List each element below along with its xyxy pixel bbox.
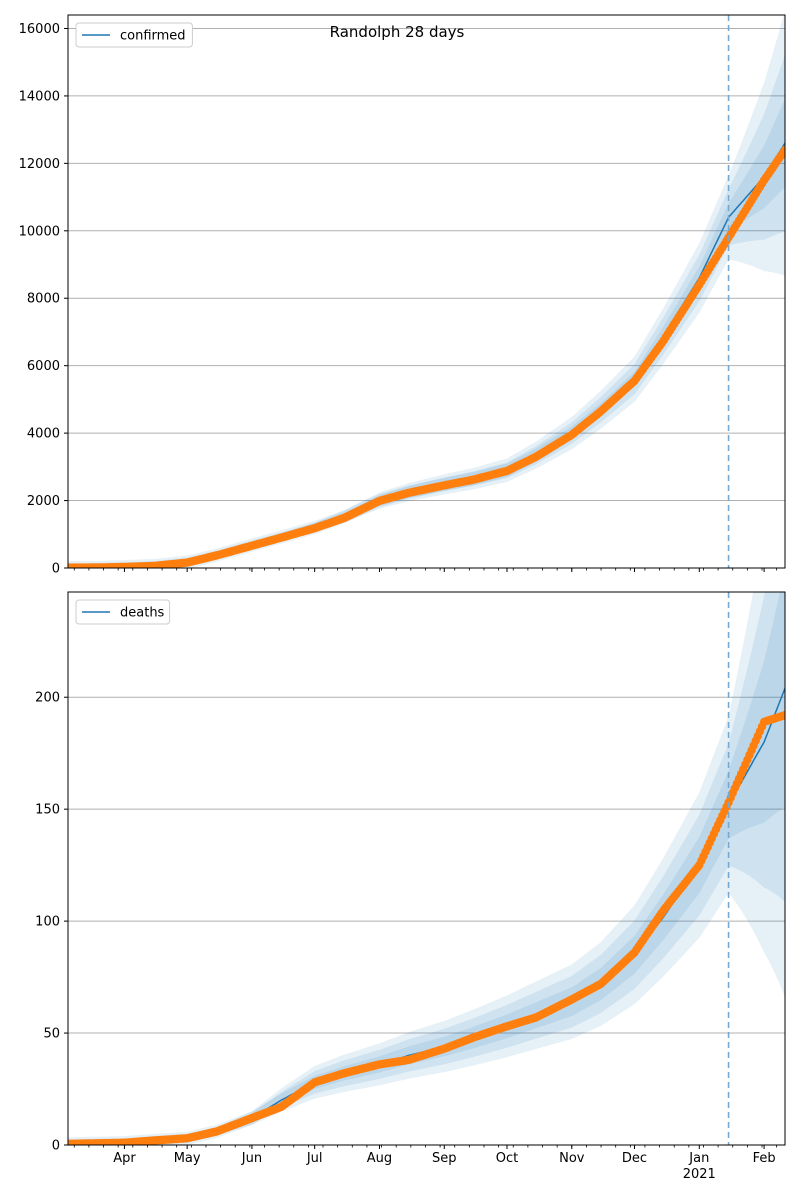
confirmed-y-tick-label: 14000 (19, 89, 60, 104)
deaths-x-tick-label: Dec (622, 1151, 647, 1166)
deaths-y-tick-label: 100 (35, 915, 60, 930)
deaths-x-tick-label: Apr (113, 1151, 136, 1166)
confirmed-y-tick-label: 8000 (27, 292, 60, 307)
confirmed-y-tick-label: 0 (52, 562, 60, 577)
confirmed-plot-area (68, 15, 785, 568)
deaths-legend-label: deaths (120, 606, 165, 621)
confirmed-legend-label: confirmed (120, 29, 186, 44)
deaths-plot-area (68, 592, 785, 1145)
deaths-y-tick-label: 0 (52, 1139, 60, 1154)
figure-title: Randolph 28 days (330, 23, 465, 41)
deaths-x-tick-label: Sep (432, 1151, 457, 1166)
confirmed-y-tick-label: 2000 (27, 494, 60, 509)
deaths-uncertainty-band (68, 592, 785, 1145)
deaths-x-tick-label: Nov (559, 1151, 585, 1166)
deaths-legend: deaths (75, 599, 171, 625)
confirmed-legend-box (75, 22, 193, 48)
deaths-year-label: 2021 (683, 1167, 716, 1182)
deaths-x-tick-label: Oct (496, 1151, 518, 1166)
confirmed-axes-frame (67, 14, 786, 569)
deaths-x-tick-label: Jul (306, 1151, 323, 1166)
deaths-uncertainty-band (68, 592, 785, 1145)
confirmed-observed-point (780, 145, 785, 155)
deaths-x-tick-label: May (174, 1151, 201, 1166)
deaths-y-tick-label: 50 (43, 1027, 60, 1042)
confirmed-legend: confirmed (75, 22, 193, 48)
deaths-y-tick-label: 150 (35, 803, 60, 818)
confirmed-y-tick-label: 16000 (19, 22, 60, 37)
deaths-observed-point (780, 710, 785, 720)
deaths-y-tick-label: 200 (35, 691, 60, 706)
confirmed-y-tick-label: 10000 (19, 224, 60, 239)
panel-confirmed: 0 2000 4000 6000 8000 10000 12000 14000 16000 con… (19, 14, 786, 577)
deaths-x-tick-label: Aug (367, 1151, 392, 1166)
confirmed-y-tick-label: 12000 (19, 157, 60, 172)
confirmed-y-tick-label: 4000 (27, 427, 60, 442)
deaths-x-tick-label: Jun (241, 1151, 262, 1166)
panel-deaths: 0 50 100 150 200 Apr May Jun Jul Aug Sep Oct Nov Dec J… (35, 591, 786, 1182)
deaths-legend-box (75, 599, 171, 625)
deaths-x-tick-label: Jan (688, 1151, 709, 1166)
deaths-x-tick-label: Feb (753, 1151, 776, 1166)
deaths-axes-frame (67, 591, 786, 1146)
confirmed-y-tick-label: 6000 (27, 359, 60, 374)
